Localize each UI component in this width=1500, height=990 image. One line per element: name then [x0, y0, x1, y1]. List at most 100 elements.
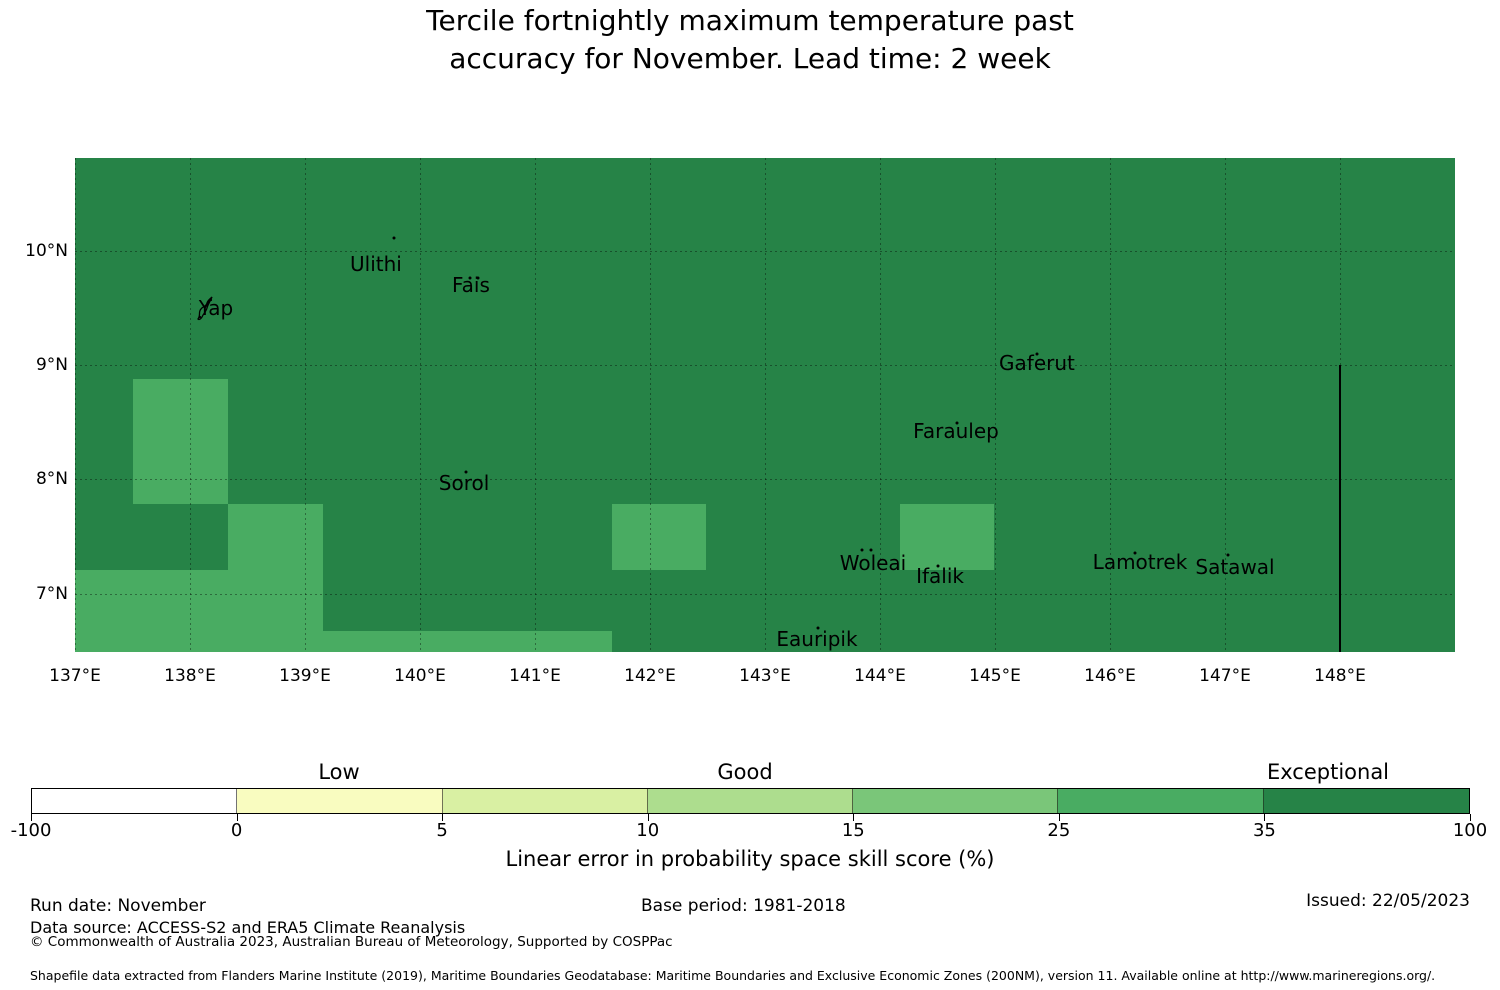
island-marker-gaferut [1035, 352, 1039, 356]
colorbar-tick-label: 25 [1047, 820, 1071, 841]
island-label-woleai: Woleai [839, 550, 907, 575]
colorbar-segment [1058, 789, 1264, 813]
island-marker-ulithi [392, 236, 396, 240]
colorbar-tick-label: -100 [10, 820, 52, 841]
graticule-parallel [75, 593, 1455, 595]
footer-issued: Issued: 22/05/2023 [1306, 891, 1470, 911]
colorbar-tick [853, 814, 855, 821]
map-plot-area: Yap Ulithi Fais Gaferut Faraulep Sorol Woleai I… [75, 158, 1455, 652]
colorbar-tick [1470, 814, 1471, 821]
island-label-sorol: Sorol [438, 470, 490, 495]
colorbar-segment [853, 789, 1059, 813]
skill-cell-25-35 [612, 504, 707, 570]
graticule-meridian [75, 158, 76, 652]
skill-cell-25-35 [132, 378, 228, 505]
y-tick-label: 7°N [35, 583, 68, 604]
graticule-meridian [305, 158, 306, 652]
colorbar-segment [1263, 789, 1469, 813]
colorbar-tier-label-good: Good [717, 760, 773, 784]
x-tick-label: 142°E [624, 666, 676, 686]
colorbar-axis-label: Linear error in probability space skill … [505, 847, 995, 871]
colorbar-tick [442, 814, 444, 821]
skill-cell-25-35 [899, 504, 994, 570]
island-outline-yap [195, 296, 217, 322]
colorbar-tier-label-low: Low [318, 760, 360, 784]
graticule-meridian [535, 158, 536, 652]
x-tick-label: 138°E [164, 666, 216, 686]
island-label-satawal: Satawal [1195, 554, 1275, 579]
x-tick-label: 140°E [394, 666, 446, 686]
graticule-meridian [995, 158, 996, 652]
skill-cell-25-35 [323, 631, 613, 652]
colorbar-tick [1264, 814, 1266, 821]
colorbar-tick-label: 5 [436, 820, 448, 841]
graticule-parallel [75, 250, 1455, 252]
colorbar-segment [237, 789, 443, 813]
x-tick-label: 148°E [1314, 666, 1366, 686]
figure-title-line2: accuracy for November. Lead time: 2 week [449, 42, 1051, 75]
x-tick-label: 141°E [509, 666, 561, 686]
colorbar-tick-label: 0 [230, 820, 243, 841]
colorbar-tick [236, 814, 238, 821]
colorbar-tick [647, 814, 649, 821]
graticule-meridian [765, 158, 766, 652]
island-marker-faraulep [955, 421, 959, 425]
colorbar-tick [1058, 814, 1060, 821]
footer-shapefile-credit: Shapefile data extracted from Flanders M… [30, 968, 1436, 983]
x-tick-label: 146°E [1084, 666, 1136, 686]
island-label-eauripik: Eauripik [776, 626, 858, 651]
island-label-ulithi: Ulithi [350, 251, 402, 276]
graticule-meridian [1225, 158, 1226, 652]
colorbar [31, 788, 1470, 814]
y-tick-label: 8°N [35, 469, 68, 490]
island-marker-woleai [869, 548, 873, 552]
island-marker-ifalik [936, 564, 940, 568]
island-label-lamotrek: Lamotrek [1092, 549, 1188, 574]
footer-data-source: Data source: ACCESS-S2 and ERA5 Climate … [30, 918, 466, 937]
y-tick-label: 10°N [25, 240, 68, 261]
maritime-boundary-line [1339, 364, 1341, 652]
footer-base-period: Base period: 1981-2018 [641, 896, 846, 916]
island-marker-sorol [464, 470, 468, 474]
colorbar-segment [647, 789, 854, 813]
colorbar-tick-label: 100 [1452, 820, 1488, 841]
colorbar-tick-label: 10 [636, 820, 660, 841]
x-tick-label: 143°E [739, 666, 791, 686]
island-marker-lamotrek [1133, 551, 1137, 555]
footer-run-date: Run date: November [30, 896, 206, 916]
colorbar-segment [32, 789, 238, 813]
colorbar-segment [442, 789, 648, 813]
island-marker-fais [468, 276, 472, 280]
island-label-ifalik: Ifalik [916, 563, 964, 588]
graticule-parallel [75, 364, 1455, 366]
graticule-meridian [190, 158, 191, 652]
colorbar-tick-label: 35 [1252, 820, 1276, 841]
x-tick-label: 137°E [49, 666, 101, 686]
skill-cell-25-35 [75, 569, 324, 652]
graticule-meridian [880, 158, 881, 652]
island-marker-satawal [1226, 553, 1230, 557]
colorbar-tick [31, 814, 32, 821]
island-label-gaferut: Gaferut [999, 350, 1075, 375]
island-label-yap: Yap [198, 295, 234, 320]
x-tick-label: 144°E [854, 666, 906, 686]
island-label-faraulep: Faraulep [913, 418, 999, 443]
x-tick-label: 139°E [279, 666, 331, 686]
footer-copyright: © Commonwealth of Australia 2023, Austra… [30, 934, 673, 950]
island-marker-woleai [860, 548, 864, 552]
graticule-parallel [75, 479, 1455, 481]
graticule-meridian [420, 158, 421, 652]
island-marker-fais [476, 276, 480, 280]
colorbar-tick-label: 15 [841, 820, 865, 841]
figure-title-line1: Tercile fortnightly maximum temperature … [426, 4, 1074, 37]
colorbar-tier-label-exceptional: Exceptional [1266, 760, 1390, 784]
island-label-fais: Fais [451, 272, 490, 297]
graticule-meridian [1110, 158, 1111, 652]
graticule-meridian [650, 158, 651, 652]
island-marker-eauripik [816, 626, 820, 630]
x-tick-label: 147°E [1199, 666, 1251, 686]
y-tick-label: 9°N [35, 354, 68, 375]
skill-cell-25-35 [227, 504, 324, 570]
x-tick-label: 145°E [969, 666, 1021, 686]
